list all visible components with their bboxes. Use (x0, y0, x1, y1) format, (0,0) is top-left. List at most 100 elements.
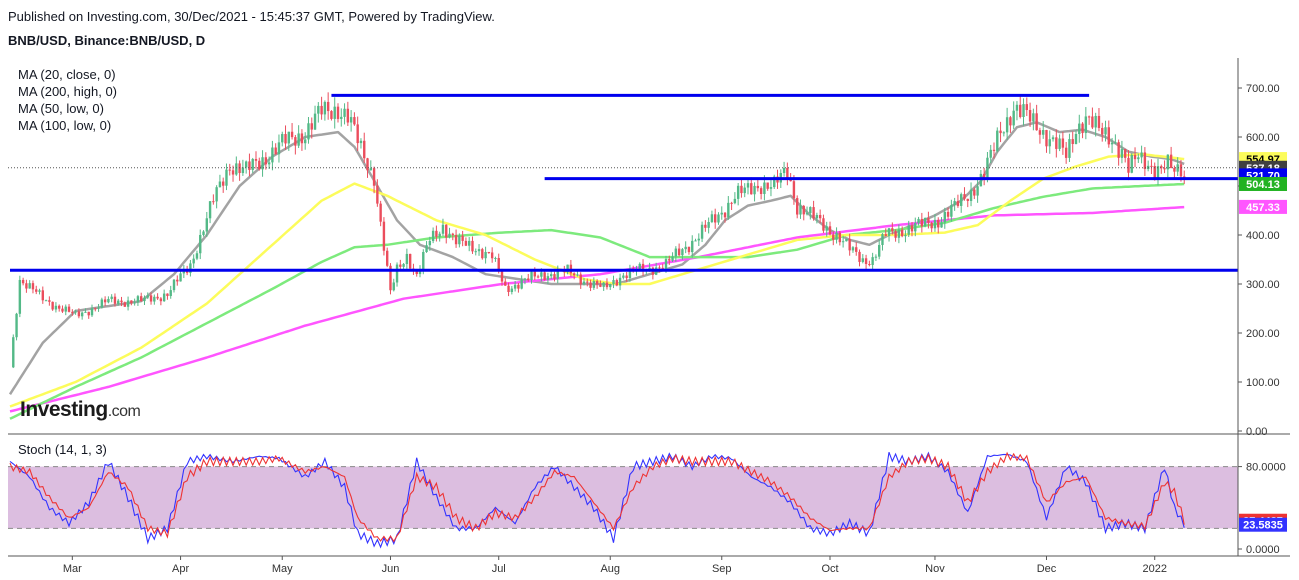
candle-body (1114, 142, 1117, 144)
candle-body (205, 218, 208, 232)
candle-body (874, 256, 878, 258)
candle-body (67, 306, 71, 312)
x-tick-label: Nov (925, 563, 945, 575)
candle-body (189, 263, 192, 273)
candle-body (153, 296, 156, 302)
candle-body (881, 234, 884, 245)
candle-body (969, 189, 973, 201)
y-tick-label: 700.00 (1246, 83, 1280, 95)
candle-body (225, 169, 228, 186)
candle-body (94, 308, 97, 310)
candle-body (825, 226, 828, 231)
candle-body (1081, 123, 1084, 134)
candle-body (1130, 154, 1133, 173)
candle-body (353, 117, 356, 125)
candle-body (48, 300, 51, 302)
candle-body (599, 284, 602, 287)
candle-body (986, 157, 989, 178)
candle-body (284, 134, 287, 144)
candle-body (1022, 104, 1025, 118)
candle-body (612, 280, 615, 284)
candle-body (41, 290, 44, 301)
candle-body (615, 280, 618, 286)
candle-body (458, 235, 461, 245)
candle-body (1153, 166, 1156, 179)
legend-item-ma50[interactable]: MA (50, low, 0) (18, 101, 104, 116)
candle-body (264, 157, 268, 165)
candle-body (556, 269, 559, 279)
candle-body (300, 133, 304, 144)
legend-item-ma100[interactable]: MA (100, low, 0) (18, 118, 112, 133)
candle-body (468, 240, 471, 246)
candle-body (500, 271, 504, 282)
candle-body (343, 108, 346, 117)
candle-body (1051, 137, 1055, 140)
investing-logo: Investing.com (20, 398, 141, 422)
candle-body (435, 230, 438, 237)
candle-body (290, 131, 294, 138)
candle-body (386, 250, 389, 266)
candle-body (1042, 129, 1045, 135)
candle-body (641, 263, 645, 272)
candle-body (884, 234, 887, 236)
candle-body (199, 234, 202, 254)
x-tick-label: 2022 (1142, 563, 1166, 575)
candle-body (140, 296, 143, 302)
candle-body (244, 161, 248, 168)
candle-body (1061, 138, 1065, 148)
candle-body (497, 257, 500, 272)
candle-body (586, 281, 589, 283)
y-tick-label: 600.00 (1246, 132, 1280, 144)
candle-body (855, 247, 858, 252)
legend-item-ma200[interactable]: MA (200, high, 0) (18, 84, 117, 99)
candle-body (395, 264, 399, 283)
candle-body (228, 169, 231, 171)
candle-body (920, 218, 924, 227)
y-tick-label: 0.00 (1246, 426, 1267, 438)
stoch-legend[interactable]: Stoch (14, 1, 3) (18, 442, 107, 457)
candle-body (878, 244, 881, 257)
candle-body (38, 290, 41, 292)
candle-body (572, 273, 576, 276)
legend-item-ma20[interactable]: MA (20, close, 0) (18, 67, 116, 82)
candle-body (992, 149, 996, 151)
candle-body (976, 186, 979, 196)
candle-body (310, 123, 313, 130)
ma-line-1 (8, 121, 1185, 395)
candle-body (628, 268, 632, 279)
candle-body (159, 298, 163, 302)
candle-body (753, 185, 756, 195)
candle-body (1002, 132, 1006, 134)
candle-body (933, 219, 937, 229)
candle-body (44, 300, 48, 302)
candle-body (943, 211, 946, 223)
candle-body (796, 198, 799, 215)
candle-body (871, 257, 874, 266)
candle-body (248, 161, 251, 170)
candle-body (946, 211, 950, 217)
candle-body (1028, 110, 1032, 122)
candle-body (405, 253, 409, 265)
candle-body (176, 279, 179, 282)
candle-body (1025, 104, 1028, 111)
candle-body (507, 285, 510, 293)
candle-body (858, 251, 861, 262)
candle-body (54, 305, 58, 310)
candle-body (25, 283, 28, 289)
candle-body (369, 168, 372, 171)
candle-body (402, 264, 405, 267)
candle-body (792, 181, 796, 199)
candle-body (441, 224, 445, 234)
stoch-value-label-2: 23.5835 (1243, 520, 1283, 532)
candle-body (553, 274, 556, 279)
ma-line-3 (9, 182, 1185, 420)
candle-body (84, 311, 87, 313)
candle-body (307, 123, 310, 140)
candle-body (1169, 154, 1173, 168)
candle-body (382, 221, 386, 251)
candle-body (490, 252, 494, 259)
candle-body (133, 302, 136, 304)
candle-body (1009, 117, 1012, 126)
candle-body (287, 131, 290, 144)
